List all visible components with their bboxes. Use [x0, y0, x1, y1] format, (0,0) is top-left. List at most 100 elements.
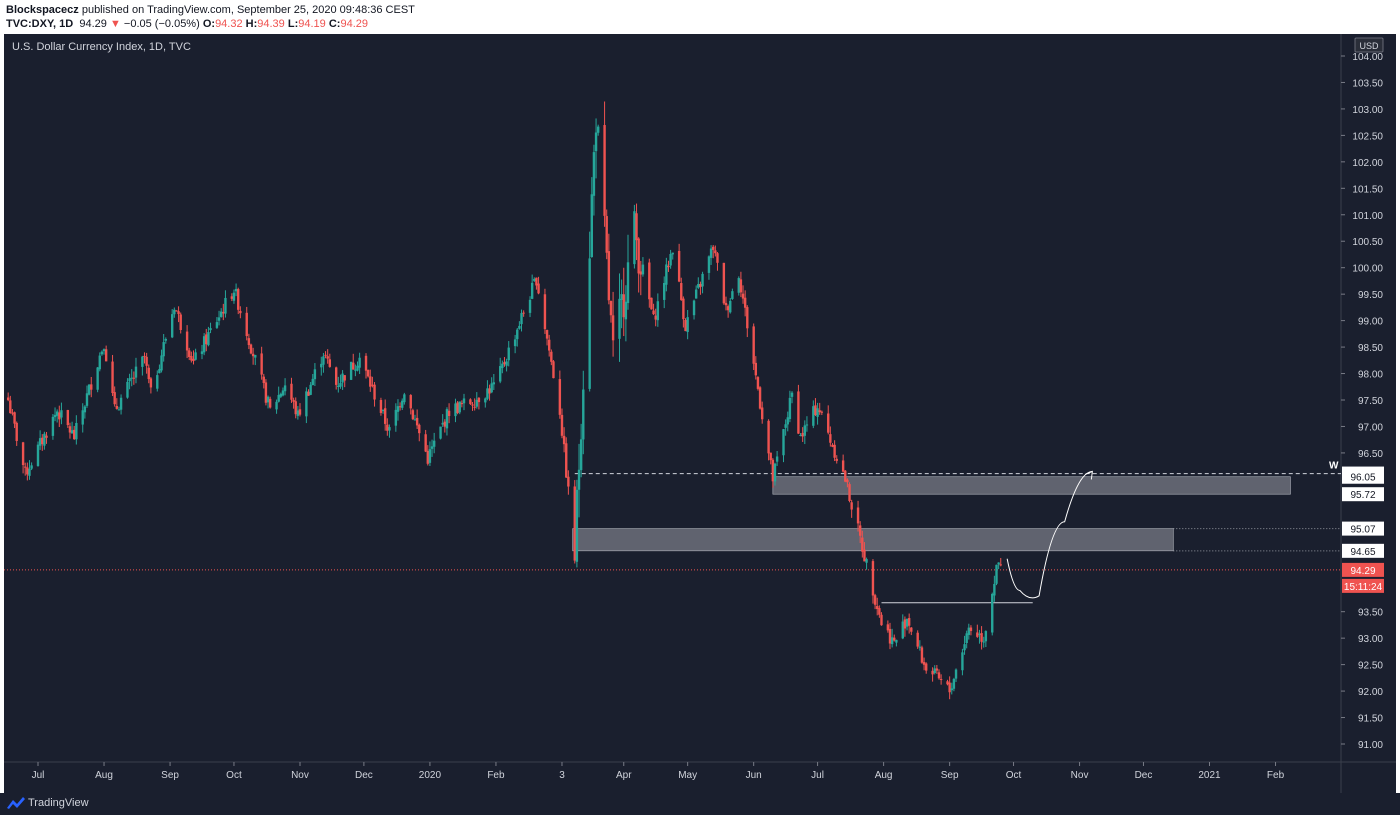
candle-body — [686, 317, 689, 333]
candle-body — [9, 400, 12, 414]
candle-body — [726, 306, 730, 311]
candle-body — [443, 421, 447, 427]
candle-body — [13, 412, 16, 424]
candle-body — [754, 362, 758, 376]
x-tick-label: 2021 — [1198, 770, 1221, 781]
candle-body — [799, 434, 802, 436]
tradingview-logo-icon[interactable] — [6, 796, 26, 810]
candle-body — [158, 369, 161, 374]
currency-label: USD — [1359, 41, 1379, 51]
candle-body — [516, 329, 519, 340]
publisher-name[interactable]: Blockspacecz — [6, 4, 79, 16]
candle-body — [737, 278, 740, 293]
candle-body — [552, 361, 555, 379]
candle-body — [130, 377, 133, 379]
chart-frame[interactable]: 104.00 103.50 103.00 102.50 102.00 101.50 101.… — [4, 34, 1396, 793]
candle-body — [503, 362, 506, 365]
candle-body — [624, 301, 628, 320]
open-label: O: — [202, 18, 216, 30]
candle-body — [113, 392, 116, 405]
candle-body — [492, 382, 496, 385]
candle-body — [188, 350, 191, 357]
ohlc-bar: TVC:DXY, 1D 94.29 ▼ −0.05 (−0.05%) O:94.… — [6, 18, 368, 30]
candle-body — [712, 246, 715, 250]
y-tick-label: 98.50 — [1358, 343, 1383, 354]
candle-body — [36, 444, 40, 466]
candle-body — [801, 432, 804, 437]
candle-body — [803, 425, 806, 436]
x-tick-label: Oct — [1006, 770, 1022, 781]
candle-body — [411, 410, 415, 420]
candle-body — [501, 363, 504, 369]
candle-body — [831, 444, 834, 447]
candle-body — [513, 339, 517, 347]
candle-body — [775, 456, 779, 462]
down-arrow-icon: ▼ — [109, 18, 121, 30]
candle-body — [237, 289, 240, 310]
x-tick-label: 2020 — [419, 770, 442, 781]
y-tick-label: 99.00 — [1358, 317, 1383, 328]
projection-arrowhead — [1085, 470, 1093, 480]
candle-body — [939, 678, 943, 680]
candle-body — [85, 393, 89, 406]
candle-body — [177, 311, 180, 315]
candle-body — [341, 373, 344, 383]
tradingview-brand[interactable]: TradingView — [28, 797, 89, 809]
y-tick-label: 96.50 — [1358, 449, 1383, 460]
candle-body — [880, 614, 883, 626]
candle-body — [731, 291, 734, 299]
candle-body — [565, 443, 568, 478]
candle-body — [98, 355, 101, 370]
candle-body — [245, 312, 248, 337]
candle-body — [413, 419, 417, 421]
candle-body — [594, 132, 598, 152]
price-chart[interactable]: 104.00 103.50 103.00 102.50 102.00 101.50 101.… — [4, 34, 1396, 793]
candle-body — [232, 292, 236, 301]
candle-body — [773, 463, 777, 482]
candle-body — [814, 405, 817, 416]
x-tick-label: Apr — [616, 770, 632, 781]
candle-body — [266, 396, 270, 403]
open-value: 94.32 — [215, 18, 243, 30]
high-value: 94.39 — [257, 18, 285, 30]
candle-body — [878, 608, 881, 615]
candle-body — [326, 356, 329, 359]
candle-body — [190, 356, 193, 361]
candle-body — [409, 395, 412, 409]
candle-body — [701, 273, 704, 287]
candle-body — [876, 606, 879, 610]
candle-body — [141, 356, 144, 367]
candle-body — [963, 644, 966, 651]
candle-body — [946, 681, 949, 685]
publish-info: Blockspacecz published on TradingView.co… — [6, 4, 415, 16]
candle-body — [45, 435, 48, 438]
candle-body — [663, 282, 666, 300]
candle-body — [626, 262, 630, 304]
candle-body — [398, 406, 402, 408]
candle-body — [984, 631, 988, 642]
candle-body — [769, 452, 772, 461]
last-price: 94.29 — [79, 18, 107, 30]
candle-body — [471, 404, 474, 406]
candle-body — [432, 440, 436, 447]
x-tick-label: Jul — [32, 770, 45, 781]
candle-body — [281, 390, 285, 396]
candle-body — [458, 401, 461, 413]
candle-body — [590, 194, 593, 258]
candle-body — [818, 410, 821, 413]
candle-body — [26, 467, 29, 475]
x-tick-label: 3 — [559, 770, 565, 781]
candle-body — [680, 283, 683, 300]
candle-body — [309, 384, 312, 395]
candle-body — [356, 365, 359, 371]
candle-body — [805, 424, 809, 426]
candle-body — [87, 384, 91, 395]
candle-body — [179, 314, 182, 330]
candle-body — [194, 352, 197, 360]
candle-body — [219, 311, 223, 317]
candle-body — [682, 298, 685, 320]
candle-body — [782, 429, 785, 456]
candle-body — [111, 361, 114, 394]
candle-body — [846, 479, 849, 483]
candle-body — [650, 297, 653, 310]
